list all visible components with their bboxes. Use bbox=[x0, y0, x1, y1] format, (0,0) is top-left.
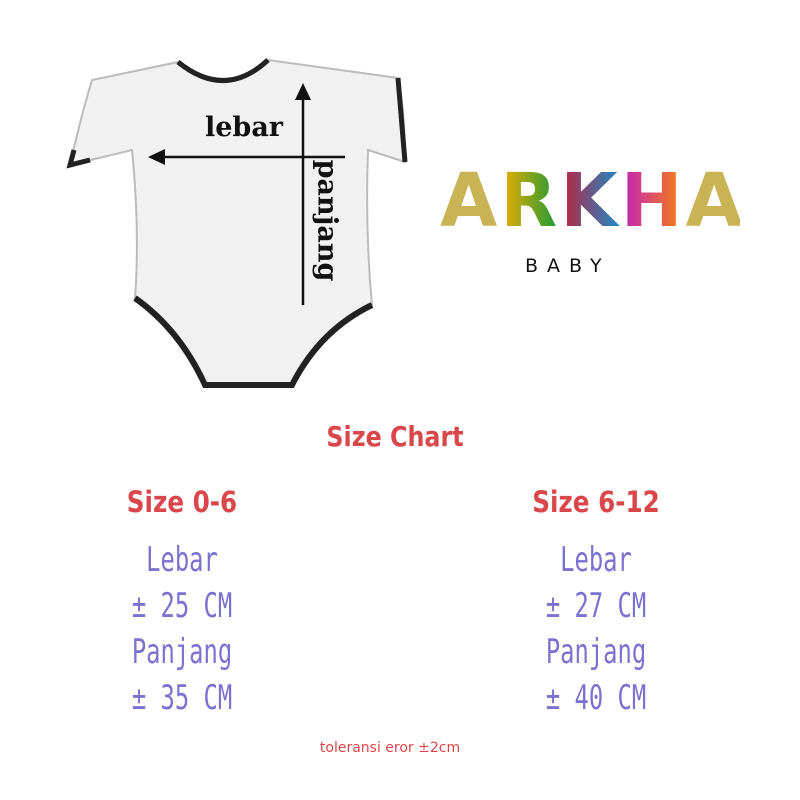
width-value: ± 25 CM bbox=[131, 586, 233, 626]
onesie-outline bbox=[68, 58, 407, 386]
width-label: Lebar bbox=[146, 540, 218, 580]
size-column-6-12: Size 6-12 Lebar ± 27 CM Panjang ± 40 CM bbox=[476, 485, 716, 721]
size-chart-title: Size Chart bbox=[326, 420, 464, 453]
length-label: Panjang bbox=[131, 632, 233, 672]
leg-trim bbox=[133, 295, 374, 388]
length-label: panjang bbox=[311, 159, 343, 282]
size-heading: Size 0-6 bbox=[126, 485, 238, 519]
length-value: ± 35 CM bbox=[131, 678, 233, 718]
arkha-logo: ARKHA bbox=[440, 158, 746, 244]
length-value: ± 40 CM bbox=[545, 678, 647, 718]
size-heading: Size 6-12 bbox=[532, 485, 660, 519]
neck-trim bbox=[176, 58, 270, 83]
left-sleeve-trim bbox=[66, 149, 91, 169]
width-label: lebar bbox=[205, 112, 284, 143]
right-sleeve-trim bbox=[395, 77, 408, 163]
size-column-0-6: Size 0-6 Lebar ± 25 CM Panjang ± 35 CM bbox=[62, 485, 302, 721]
width-label: Lebar bbox=[560, 540, 632, 580]
tolerance-note: toleransi eror ±2cm bbox=[319, 740, 461, 756]
onesie-diagram bbox=[66, 58, 408, 388]
brand-subtitle: BABY bbox=[525, 255, 611, 277]
width-value: ± 27 CM bbox=[545, 586, 647, 626]
length-label: Panjang bbox=[545, 632, 647, 672]
width-arrowhead bbox=[148, 149, 165, 165]
length-arrowhead bbox=[295, 83, 311, 100]
